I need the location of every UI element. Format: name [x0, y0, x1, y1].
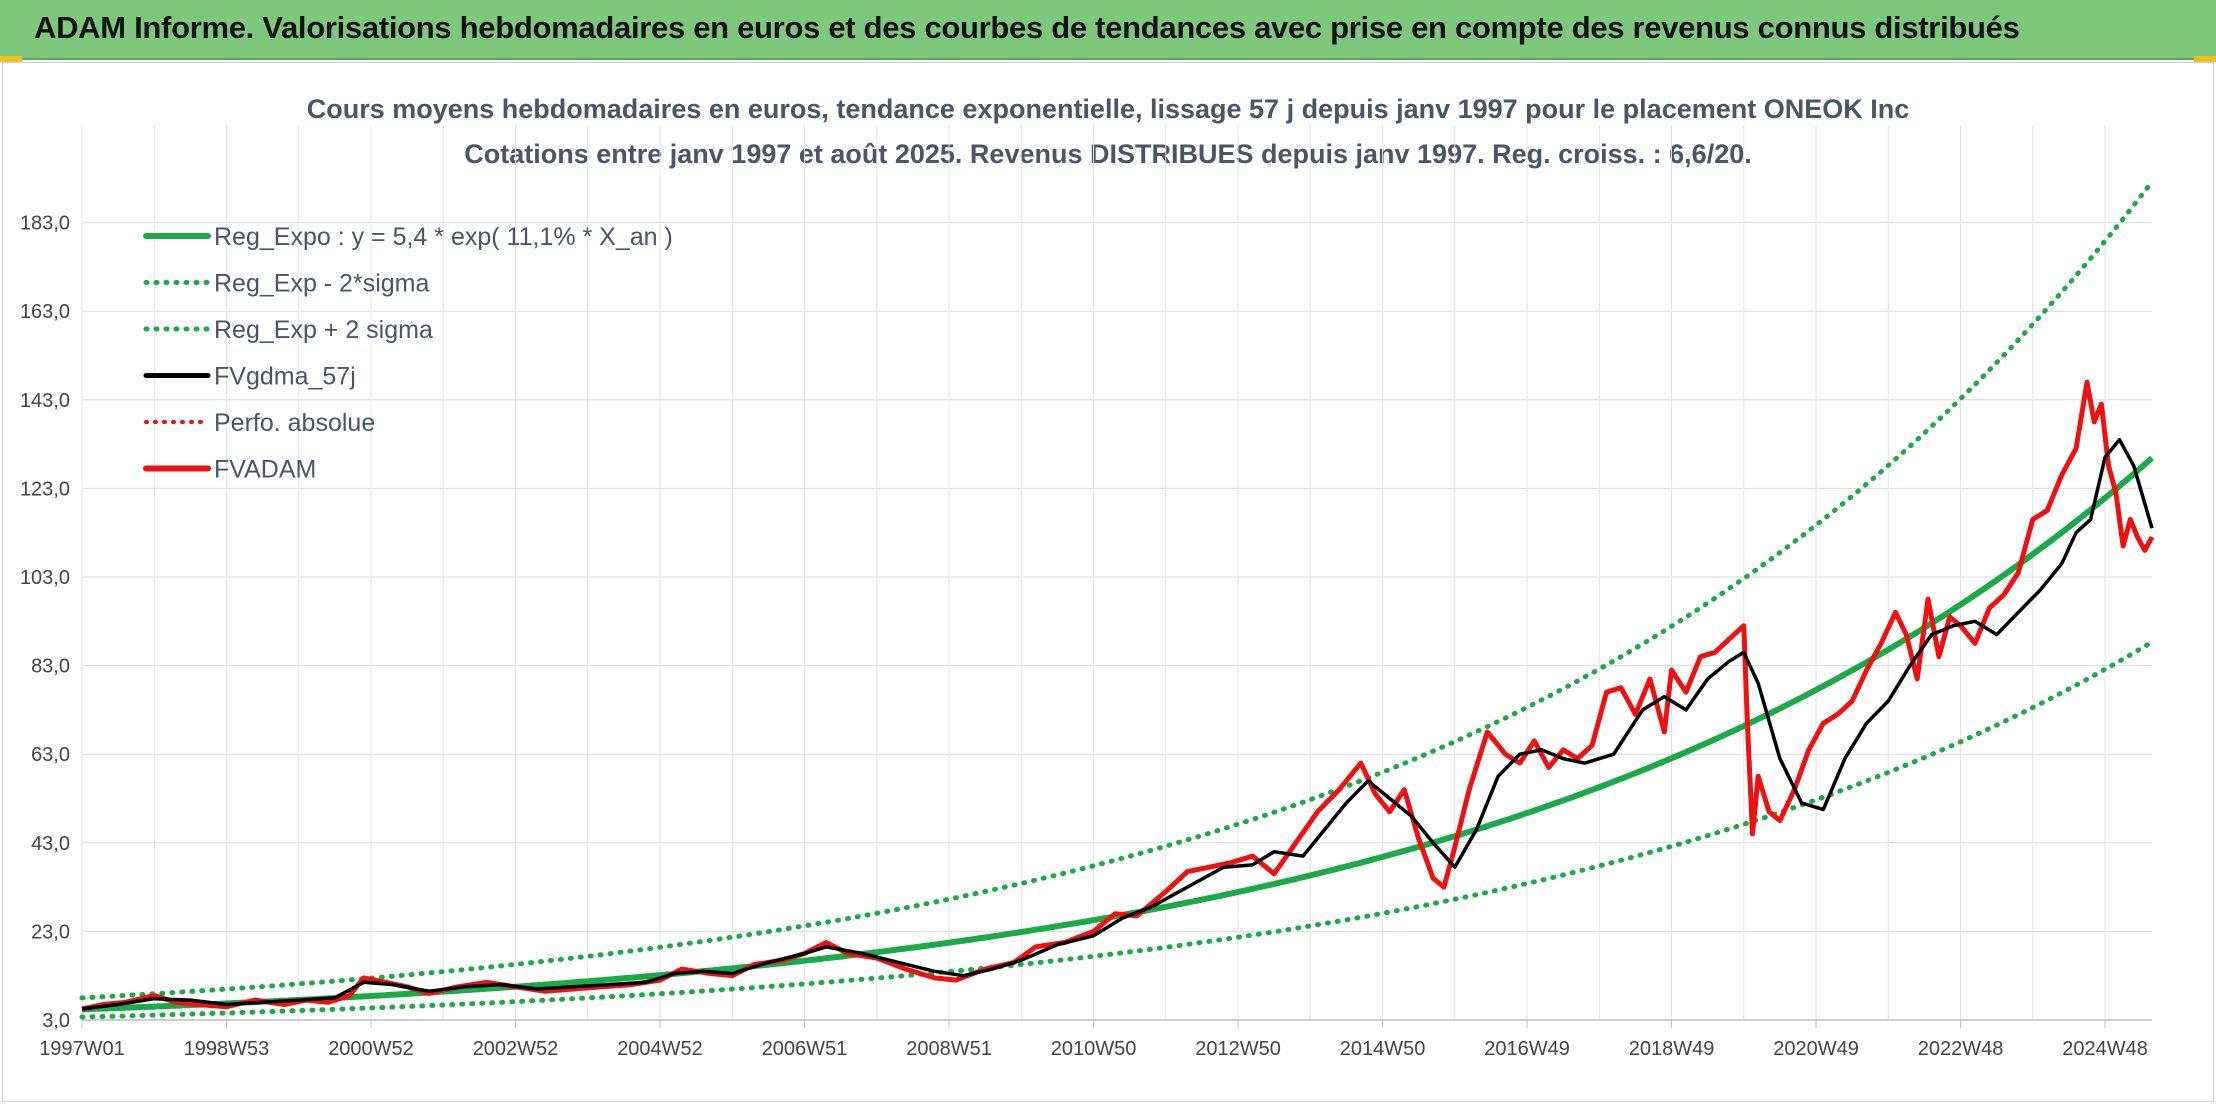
legend-label: Reg_Exp + 2 sigma [214, 316, 433, 344]
legend-label: FVADAM [214, 456, 316, 484]
series-layer [79, 179, 2155, 1020]
series-fvgdma-57j [81, 437, 2154, 1011]
x-tick-label: 2022W48 [1918, 1038, 2004, 1060]
y-tick-label: 143,0 [20, 390, 70, 412]
x-tick-label: 2024W48 [2062, 1038, 2148, 1060]
x-tick-label: 2004W52 [617, 1038, 703, 1060]
legend-label: Perfo. absolue [214, 409, 375, 437]
series-reg-exp-plus-2-sigma [79, 179, 2155, 1001]
x-tick-label: 2020W49 [1773, 1038, 1859, 1060]
y-tick-label: 23,0 [31, 921, 70, 943]
legend-label: Reg_Exp - 2*sigma [214, 270, 429, 298]
corner-accent-right [2194, 56, 2216, 62]
report-title: ADAM Informe. Valorisations hebdomadaire… [34, 10, 2020, 45]
legend: Reg_Expo : y = 5,4 * exp( 11,1% * X_an )… [143, 223, 673, 484]
y-tick-label: 43,0 [31, 833, 70, 855]
x-tick-label: 2010W50 [1051, 1038, 1137, 1060]
y-axis-ticks: 3,0 23,0 43,0 63,0 83,0 103,0 123,0 143,0 163,0 1… [20, 213, 70, 1032]
y-tick-label: 183,0 [20, 213, 70, 235]
x-axis-ticks: 1997W01 1998W53 2000W52 2002W52 2004W52 2006W… [39, 1038, 2148, 1060]
x-tick-label: 2006W51 [762, 1038, 848, 1060]
x-tick-label: 1998W53 [184, 1038, 270, 1060]
series-reg-expo [81, 455, 2154, 1013]
chart-frame [2, 62, 2214, 1102]
x-tick-label: 2018W49 [1629, 1038, 1715, 1060]
y-tick-label: 163,0 [20, 301, 70, 323]
report-banner: ADAM Informe. Valorisations hebdomadaire… [0, 0, 2216, 60]
x-tick-label: 1997W01 [39, 1038, 125, 1060]
y-tick-label: 3,0 [42, 1010, 70, 1032]
grid [81, 125, 2152, 1028]
chart-subtitle: Cotations entre janv 1997 et août 2025. … [464, 139, 1751, 169]
corner-accent-left [0, 56, 22, 62]
y-tick-label: 103,0 [20, 567, 70, 589]
series-fvadam [81, 379, 2155, 1012]
x-tick-label: 2000W52 [328, 1038, 414, 1060]
x-tick-label: 2016W49 [1484, 1038, 1570, 1060]
x-tick-label: 2014W50 [1340, 1038, 1426, 1060]
y-tick-label: 123,0 [20, 478, 70, 500]
x-tick-label: 2008W51 [906, 1038, 992, 1060]
y-tick-label: 63,0 [31, 744, 70, 766]
x-tick-label: 2012W50 [1195, 1038, 1281, 1060]
x-tick-label: 2002W52 [473, 1038, 559, 1060]
legend-label: FVgdma_57j [214, 363, 356, 391]
series-reg-exp-minus-2-sigma [79, 639, 2155, 1020]
legend-label: Reg_Expo : y = 5,4 * exp( 11,1% * X_an ) [214, 223, 673, 251]
y-tick-label: 83,0 [31, 656, 70, 678]
chart-title: Cours moyens hebdomadaires en euros, ten… [307, 94, 1910, 124]
